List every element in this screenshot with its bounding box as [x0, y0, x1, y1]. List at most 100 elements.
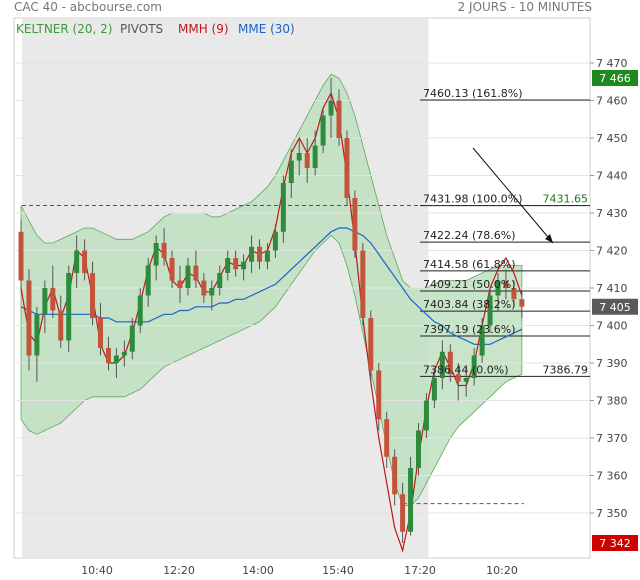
candle-body — [185, 265, 191, 288]
fib-level-label: 7422.24 (78.6%) — [423, 229, 516, 242]
legend-item: MME (30) — [238, 22, 295, 36]
x-tick-label: 10:40 — [81, 564, 113, 577]
candle-body — [384, 419, 390, 457]
candle-body — [98, 318, 103, 348]
candle-body — [400, 494, 406, 532]
x-tick-label: 14:00 — [242, 564, 274, 577]
candle-body — [217, 273, 223, 288]
candle-body — [423, 400, 429, 431]
y-tick-label: 7 380 — [596, 395, 628, 408]
candle-body — [82, 250, 88, 273]
y-tick-label: 7 370 — [596, 432, 628, 445]
chart-title: CAC 40 - abcbourse.com — [14, 0, 162, 14]
candle-body — [177, 280, 183, 288]
candle-body — [121, 351, 127, 356]
fib-level-label: 7414.58 (61.8%) — [423, 258, 516, 271]
x-tick-label: 10:20 — [486, 564, 518, 577]
candle-body — [66, 273, 72, 341]
candle-body — [471, 355, 477, 378]
candle-body — [455, 374, 461, 382]
candle-body — [439, 351, 445, 378]
candle-body — [487, 295, 493, 326]
candle-body — [519, 299, 525, 307]
fib-level-label: 7409.21 (50.0%) — [423, 278, 516, 291]
candle-body — [90, 273, 96, 318]
candle-body — [312, 145, 318, 168]
fib-level-label: 7431.98 (100.0%) — [423, 193, 523, 206]
y-tick-label: 7 410 — [596, 282, 628, 295]
annotation-arrowhead — [545, 234, 553, 243]
x-tick-label: 15:40 — [322, 564, 354, 577]
y-tick-label: 7 390 — [596, 357, 628, 370]
candle-body — [368, 318, 374, 371]
candle-body — [26, 280, 32, 356]
y-tick-label: 7 420 — [596, 245, 628, 258]
candle-body — [288, 160, 294, 183]
candle-body — [233, 258, 239, 270]
candle-body — [225, 258, 231, 273]
candle-body — [18, 231, 24, 281]
candle-body — [328, 100, 334, 116]
y-tick-label: 7 440 — [596, 170, 628, 183]
y-tick-label: 7 430 — [596, 207, 628, 220]
price-box-label: 7 405 — [599, 301, 631, 314]
candle-body — [169, 258, 175, 281]
price-box-label: 7 342 — [599, 537, 631, 550]
x-tick-label: 17:20 — [404, 564, 436, 577]
legend-item: PIVOTS — [120, 22, 163, 36]
price-box — [592, 535, 638, 551]
candle-body — [408, 468, 414, 532]
fib-level-label: 7397.19 (23.6%) — [423, 323, 516, 336]
candle-body — [360, 250, 366, 318]
candle-body — [257, 246, 262, 262]
candle-body — [503, 280, 509, 288]
candle-body — [42, 288, 48, 315]
candle-body — [209, 288, 215, 296]
y-tick-label: 7 450 — [596, 132, 628, 145]
y-tick-label: 7 460 — [596, 95, 628, 108]
fib-level-label: 7403.84 (38.2%) — [423, 298, 516, 311]
fib-level-label: 7460.13 (161.8%) — [423, 87, 523, 100]
y-tick-label: 7 400 — [596, 320, 628, 333]
candle-body — [137, 295, 143, 326]
x-tick-label: 12:20 — [163, 564, 195, 577]
candle-body — [376, 370, 382, 420]
price-box — [592, 70, 638, 86]
candle-body — [447, 351, 453, 375]
candle-body — [193, 265, 199, 281]
candle-body — [153, 243, 159, 266]
mmh-line — [20, 91, 523, 553]
fib-right-label: 7386.79 — [543, 363, 589, 376]
candle-body — [336, 100, 342, 138]
candle-body — [161, 243, 167, 258]
candle-body — [344, 138, 350, 198]
y-tick-label: 7 360 — [596, 470, 628, 483]
candle-body — [113, 355, 119, 363]
mme-line — [20, 227, 523, 345]
candle-body — [145, 265, 151, 296]
candle-body — [129, 325, 135, 352]
candle-body — [50, 288, 56, 311]
candle-body — [105, 348, 111, 363]
fib-level-label: 7386.44 (0.0%) — [423, 363, 509, 376]
candle-body — [249, 246, 255, 262]
candle-body — [34, 314, 40, 356]
legend-item: MMH (9) — [178, 22, 229, 36]
candle-body — [392, 456, 398, 495]
candle-body — [74, 250, 80, 273]
candle-body — [58, 310, 64, 341]
candle-body — [272, 231, 278, 251]
period-label: 2 JOURS - 10 MINUTES — [457, 0, 592, 14]
y-tick-label: 7 470 — [596, 57, 628, 70]
candle-body — [431, 378, 437, 401]
candle-body — [352, 198, 358, 251]
candle-body — [416, 430, 421, 468]
annotation-arrow — [472, 147, 554, 244]
price-box — [592, 298, 638, 315]
candle-body — [241, 261, 247, 270]
y-tick-label: 7 350 — [596, 507, 628, 520]
candle-body — [304, 153, 310, 168]
fib-right-label: 7431.65 — [543, 193, 589, 206]
candle-body — [511, 288, 517, 300]
